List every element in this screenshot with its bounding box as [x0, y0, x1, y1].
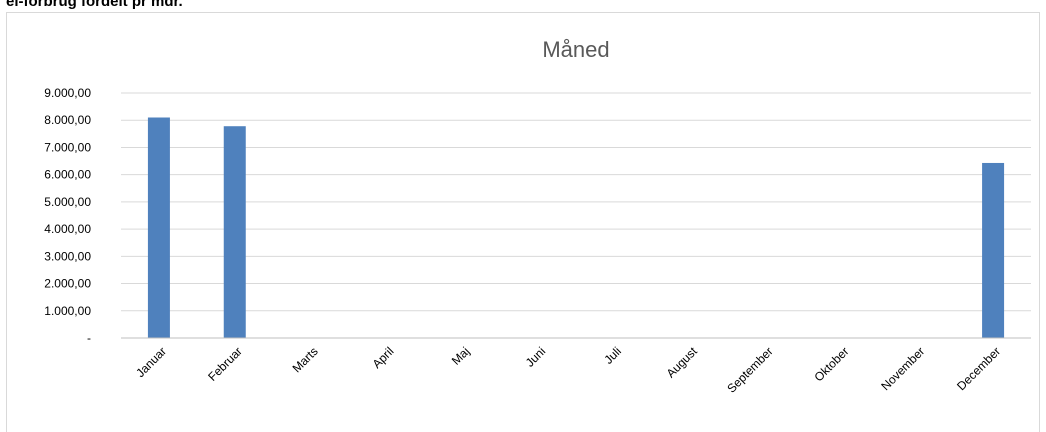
x-category-label: Juli — [601, 344, 624, 367]
gridlines — [121, 92, 1031, 312]
x-category-label: Juni — [523, 344, 548, 369]
x-category-label: April — [370, 344, 397, 371]
x-category-label: Maj — [449, 344, 473, 368]
x-category-label: Marts — [290, 344, 321, 375]
x-category-label: December — [954, 344, 1003, 393]
page-header-text: el-forbrug fordelt pr mdr. — [6, 0, 183, 10]
x-axis-category-labels: Januar Februar Marts April Maj Juni Juli August… — [133, 344, 1003, 396]
bar-december — [982, 162, 1005, 338]
bars — [147, 117, 1005, 338]
y-tick-label: 9.000,00 — [44, 86, 91, 100]
chart-title: Måned — [542, 37, 609, 62]
y-tick-label: - — [87, 331, 91, 345]
y-tick-label: 3.000,00 — [44, 249, 91, 263]
x-category-label: Oktober — [811, 344, 851, 384]
bar-januar — [147, 117, 170, 338]
y-axis-tick-labels: - 1.000,00 2.000,00 3.000,00 4.000,00 5.000,0… — [44, 86, 91, 345]
x-category-label: August — [664, 344, 701, 381]
y-tick-label: 7.000,00 — [44, 140, 91, 154]
y-tick-label: 6.000,00 — [44, 168, 91, 182]
y-tick-label: 8.000,00 — [44, 113, 91, 127]
x-category-label: Februar — [205, 344, 245, 384]
y-tick-label: 5.000,00 — [44, 195, 91, 209]
x-category-label: Januar — [133, 344, 169, 380]
y-tick-label: 2.000,00 — [44, 277, 91, 291]
y-tick-label: 4.000,00 — [44, 222, 91, 236]
y-tick-label: 1.000,00 — [44, 304, 91, 318]
x-category-label: November — [878, 344, 927, 393]
bar-februar — [223, 126, 246, 338]
chart-frame: Måned - 1.000,00 2.000,00 3.000,00 4.000,00 5… — [6, 12, 1040, 432]
x-category-label: September — [724, 344, 775, 395]
bar-chart: Måned - 1.000,00 2.000,00 3.000,00 4.000,00 5… — [44, 37, 1031, 396]
